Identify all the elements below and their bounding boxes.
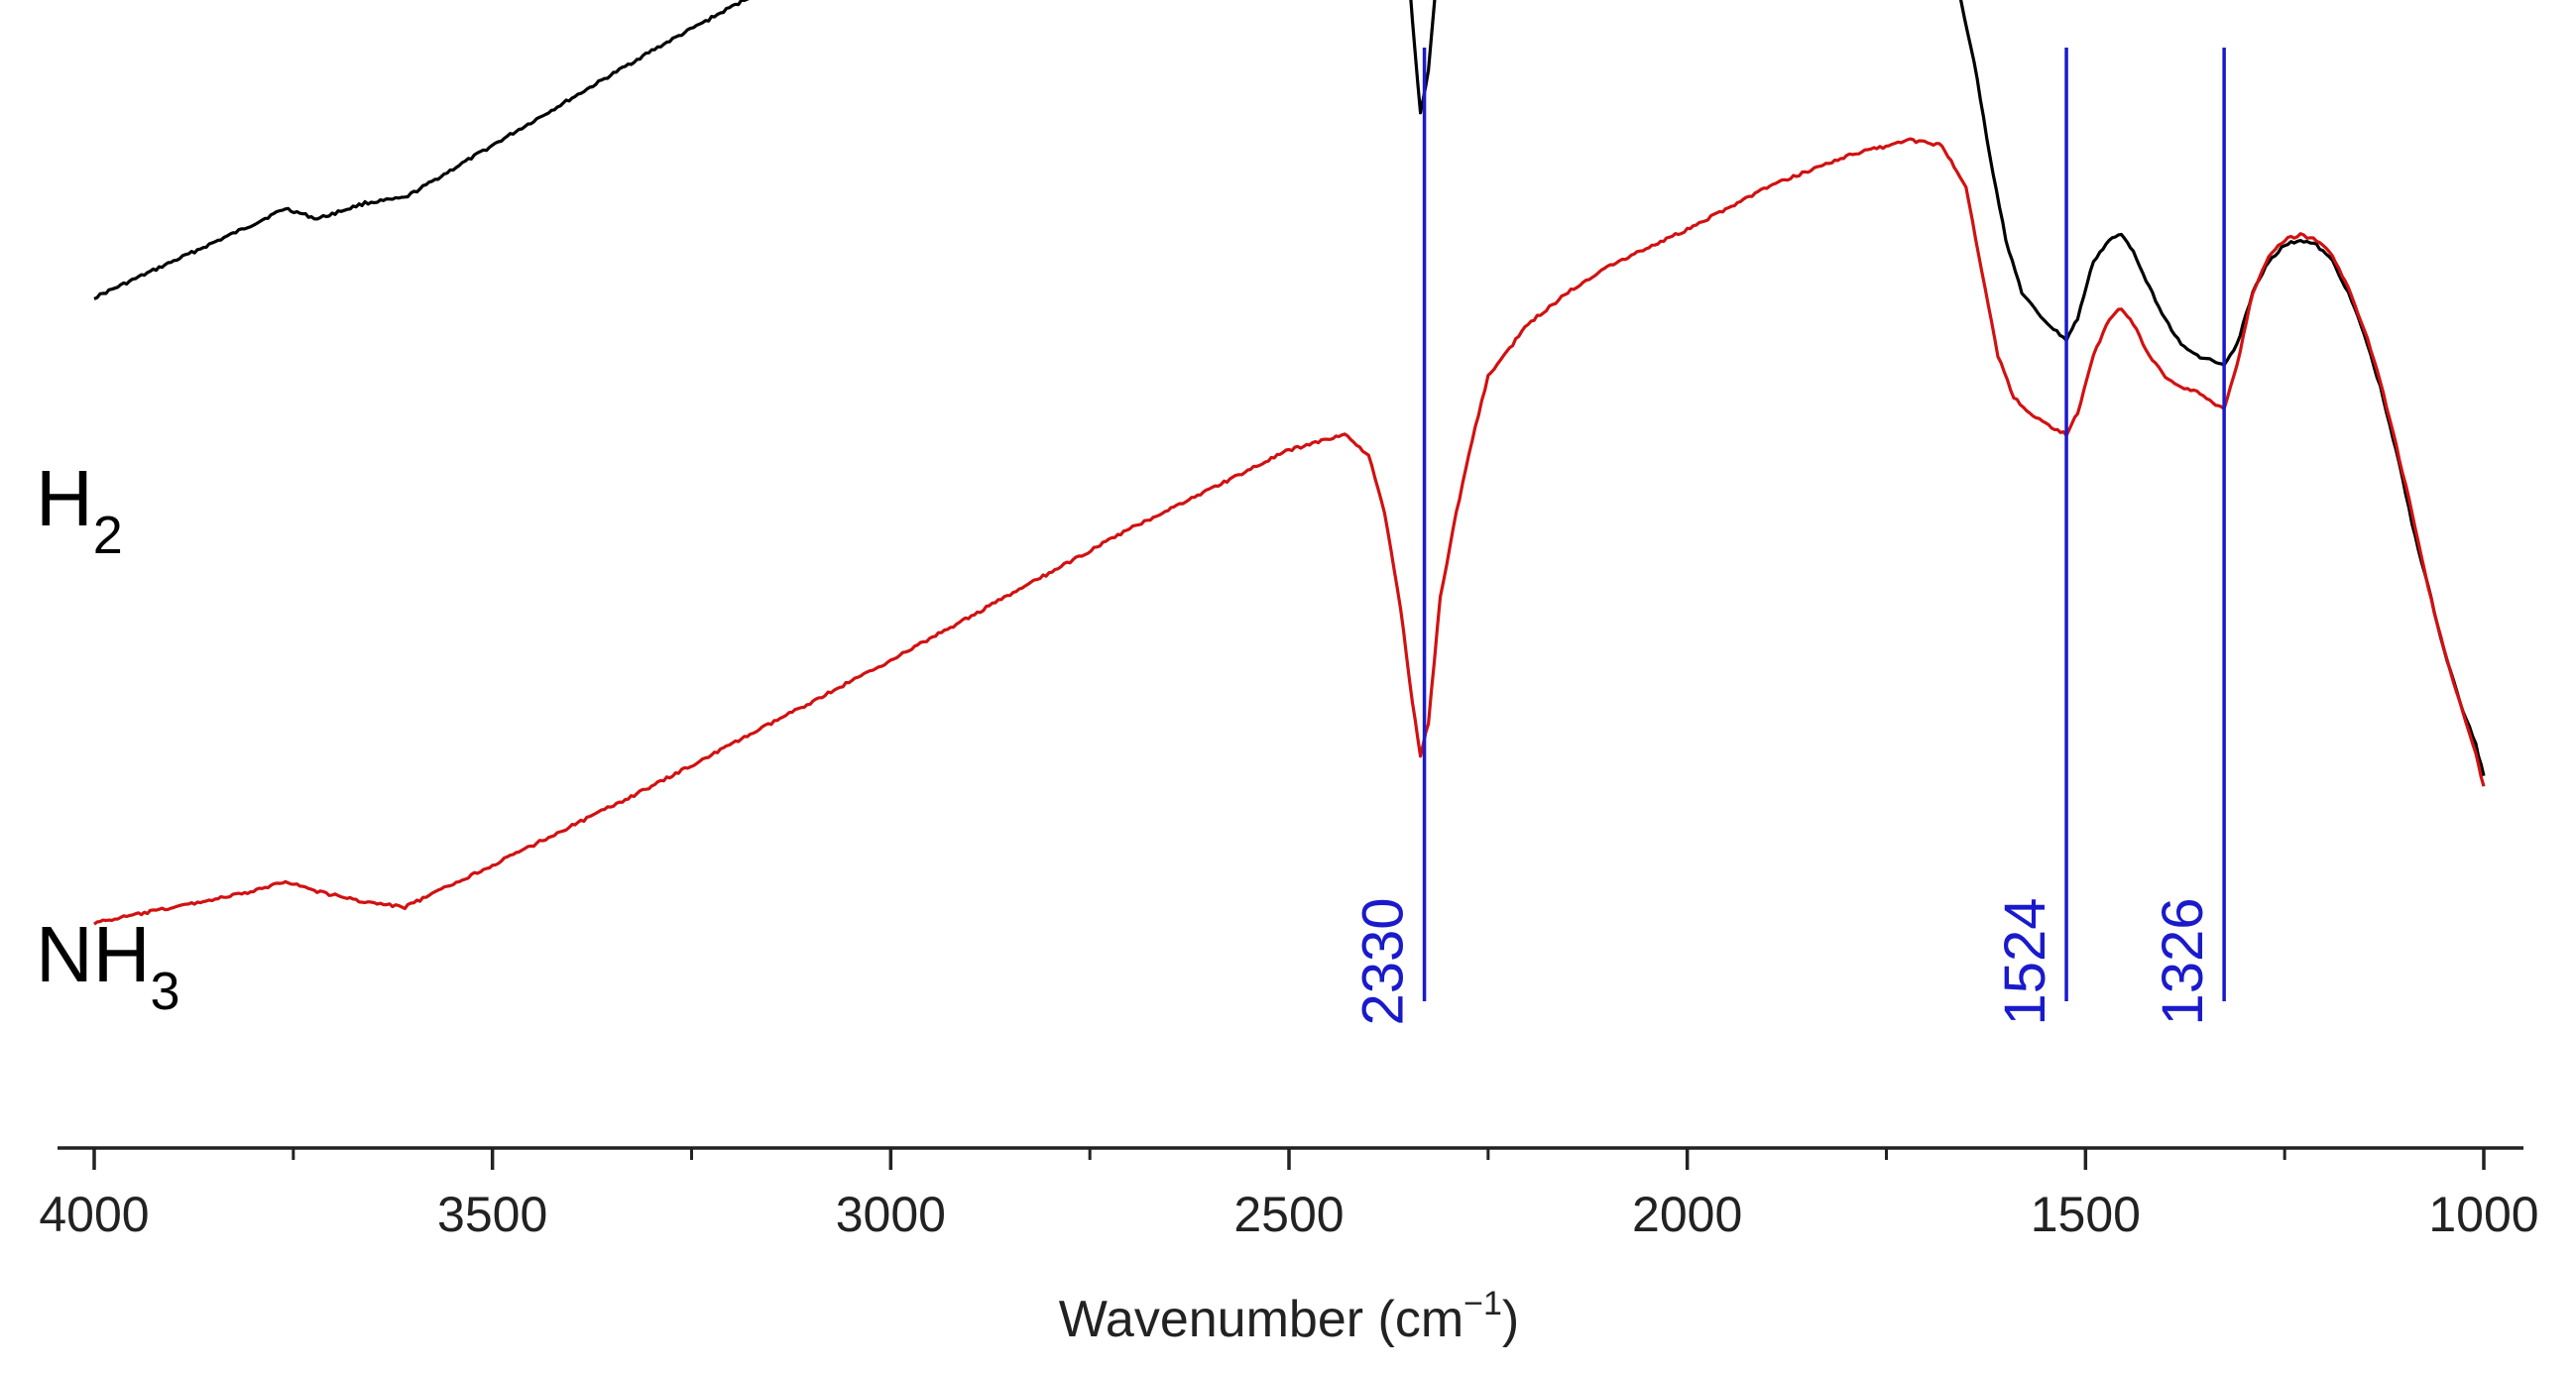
x-tick-label: 1500 <box>2031 1187 2141 1242</box>
series-line-h2 <box>93 0 2486 776</box>
x-tick-label: 2000 <box>1632 1187 1742 1242</box>
x-tick-label: 3000 <box>836 1187 946 1242</box>
series-labels: H2 NH3 <box>36 454 180 1021</box>
series-line-nh3 <box>93 137 2486 926</box>
peak-label-1524: 1524 <box>1993 897 2057 1025</box>
x-tick-label: 4000 <box>39 1187 149 1242</box>
peak-label-2330: 2330 <box>1351 897 1416 1025</box>
series-label-h2: H2 <box>36 454 123 565</box>
x-axis: 4000 3500 3000 2500 2000 1500 1000 Wavenumber (… <box>39 1146 2539 1348</box>
peak-label-1326: 1326 <box>2151 897 2215 1025</box>
x-tick-label: 2500 <box>1233 1187 1344 1242</box>
x-tick-label: 3500 <box>437 1187 547 1242</box>
series-label-nh3: NH3 <box>36 910 180 1021</box>
x-tick-label: 1000 <box>2428 1187 2538 1242</box>
spectrum-traces <box>93 0 2486 926</box>
peak-annotations: 2330 1524 1326 <box>1351 48 2226 1026</box>
x-axis-title: Wavenumber (cm−1) <box>1059 1285 1519 1348</box>
